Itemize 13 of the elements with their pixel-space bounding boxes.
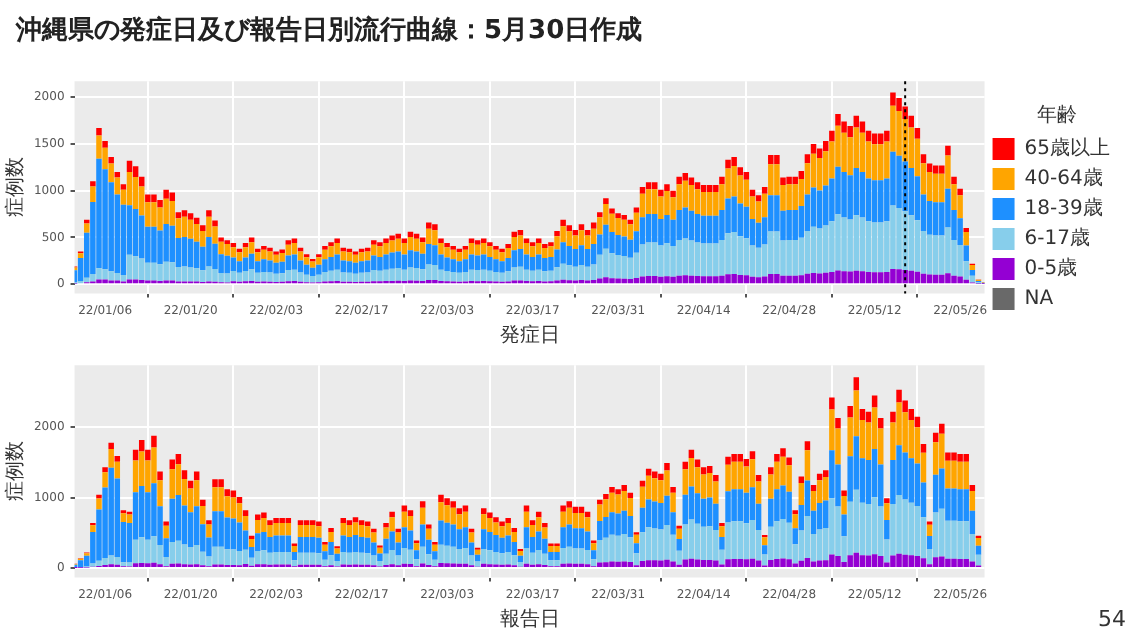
legend-label: 18-39歳 <box>1024 196 1103 221</box>
legend-label: 40-64歳 <box>1024 166 1103 191</box>
legend-label: 0-5歳 <box>1024 256 1078 281</box>
text: 54 <box>1098 606 1126 632</box>
x-axis-title: 発症日 <box>499 323 560 348</box>
legend-title: 年齢 <box>1037 103 1078 128</box>
y-axis-title: 症例数 <box>3 157 28 218</box>
legend-label: 65歳以上 <box>1024 136 1111 161</box>
y-axis-title: 症例数 <box>3 441 28 502</box>
chart-title: 沖縄県の発症日及び報告日別流行曲線：5月30日作成 <box>16 13 643 48</box>
x-axis-title: 報告日 <box>499 607 560 632</box>
legend-label: NA <box>1024 288 1054 311</box>
legend-label: 6-17歳 <box>1024 226 1090 251</box>
